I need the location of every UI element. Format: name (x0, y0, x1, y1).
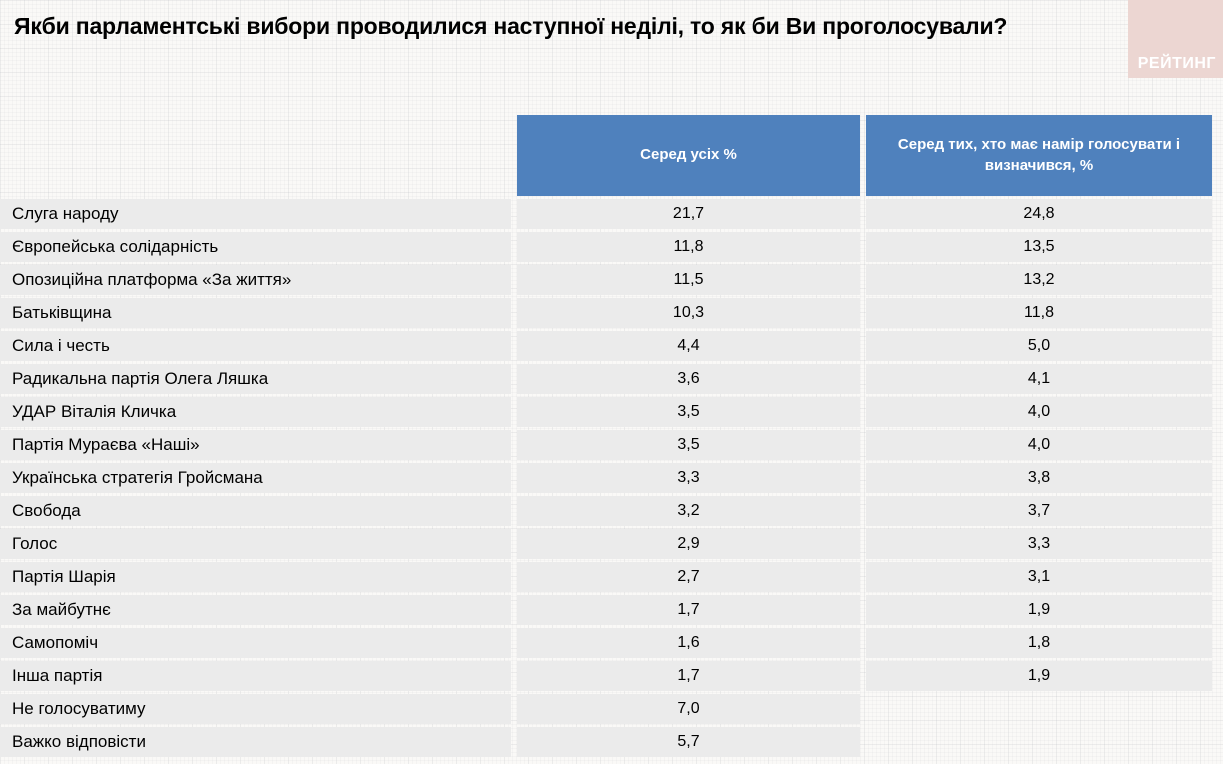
party-name-cell: Голос (0, 529, 511, 559)
page-title: Якби парламентські вибори проводилися на… (14, 13, 1008, 39)
value-all-cell: 1,6 (517, 628, 860, 658)
value-all-cell: 3,2 (517, 496, 860, 526)
value-all-cell: 1,7 (517, 595, 860, 625)
table-row: Інша партія 1,7 1,9 (0, 661, 1212, 691)
value-all-cell: 3,5 (517, 430, 860, 460)
table-row: Важко відповісти 5,7 (0, 727, 1212, 757)
value-all-cell: 3,5 (517, 397, 860, 427)
value-all-cell: 3,6 (517, 364, 860, 394)
table-row: Самопоміч 1,6 1,8 (0, 628, 1212, 658)
value-all-cell: 4,4 (517, 331, 860, 361)
party-name-cell: Партія Мураєва «Наші» (0, 430, 511, 460)
value-decided-cell: 1,8 (866, 628, 1212, 658)
rating-logo-text: РЕЙТИНГ (1137, 55, 1216, 72)
table-row: Українська стратегія Гройсмана 3,3 3,8 (0, 463, 1212, 493)
party-name-cell: Самопоміч (0, 628, 511, 658)
value-decided-cell: 13,2 (866, 265, 1212, 295)
party-name-cell: Інша партія (0, 661, 511, 691)
value-decided-cell: 3,7 (866, 496, 1212, 526)
table-row: За майбутнє 1,7 1,9 (0, 595, 1212, 625)
value-decided-cell: 24,8 (866, 199, 1212, 229)
value-decided-cell (866, 694, 1212, 724)
party-name-cell: За майбутнє (0, 595, 511, 625)
value-decided-cell: 4,0 (866, 397, 1212, 427)
column-header-among-decided: Серед тих, хто має намір голосувати і ви… (866, 115, 1212, 196)
value-decided-cell: 1,9 (866, 661, 1212, 691)
value-decided-cell: 3,3 (866, 529, 1212, 559)
table-row: Опозиційна платформа «За життя» 11,5 13,… (0, 265, 1212, 295)
table-row: Не голосуватиму 7,0 (0, 694, 1212, 724)
table-row: Батьківщина 10,3 11,8 (0, 298, 1212, 328)
value-decided-cell: 3,8 (866, 463, 1212, 493)
value-all-cell: 21,7 (517, 199, 860, 229)
value-decided-cell: 1,9 (866, 595, 1212, 625)
table-row: Слуга народу 21,7 24,8 (0, 199, 1212, 229)
party-name-cell: Європейська солідарність (0, 232, 511, 262)
value-all-cell: 3,3 (517, 463, 860, 493)
party-name-cell: Партія Шарія (0, 562, 511, 592)
value-decided-cell: 11,8 (866, 298, 1212, 328)
table-row: Партія Шарія 2,7 3,1 (0, 562, 1212, 592)
value-all-cell: 1,7 (517, 661, 860, 691)
party-name-cell: Батьківщина (0, 298, 511, 328)
party-name-cell: Опозиційна платформа «За життя» (0, 265, 511, 295)
column-header-among-all: Серед усіх % (517, 115, 860, 196)
value-all-cell: 2,9 (517, 529, 860, 559)
value-all-cell: 11,8 (517, 232, 860, 262)
table-row: Європейська солідарність 11,8 13,5 (0, 232, 1212, 262)
party-name-cell: Сила і честь (0, 331, 511, 361)
value-decided-cell: 4,1 (866, 364, 1212, 394)
table-row: Свобода 3,2 3,7 (0, 496, 1212, 526)
party-name-cell: УДАР Віталія Кличка (0, 397, 511, 427)
rating-logo: РЕЙТИНГ (1128, 0, 1223, 78)
value-decided-cell: 13,5 (866, 232, 1212, 262)
value-decided-cell (866, 727, 1212, 757)
value-all-cell: 2,7 (517, 562, 860, 592)
party-name-cell: Важко відповісти (0, 727, 511, 757)
value-all-cell: 5,7 (517, 727, 860, 757)
party-name-cell: Радикальна партія Олега Ляшка (0, 364, 511, 394)
table-row: Партія Мураєва «Наші» 3,5 4,0 (0, 430, 1212, 460)
value-decided-cell: 5,0 (866, 331, 1212, 361)
value-decided-cell: 3,1 (866, 562, 1212, 592)
table-rows: Слуга народу 21,7 24,8 Європейська солід… (0, 199, 1212, 757)
poll-results-table: Серед усіх % Серед тих, хто має намір го… (0, 115, 1212, 760)
party-name-cell: Слуга народу (0, 199, 511, 229)
value-all-cell: 7,0 (517, 694, 860, 724)
value-all-cell: 11,5 (517, 265, 860, 295)
party-column-header (0, 115, 511, 196)
table-row: Сила і честь 4,4 5,0 (0, 331, 1212, 361)
party-name-cell: Не голосуватиму (0, 694, 511, 724)
value-decided-cell: 4,0 (866, 430, 1212, 460)
value-all-cell: 10,3 (517, 298, 860, 328)
party-name-cell: Українська стратегія Гройсмана (0, 463, 511, 493)
party-name-cell: Свобода (0, 496, 511, 526)
table-row: Голос 2,9 3,3 (0, 529, 1212, 559)
table-header-row: Серед усіх % Серед тих, хто має намір го… (0, 115, 1212, 196)
table-row: УДАР Віталія Кличка 3,5 4,0 (0, 397, 1212, 427)
table-row: Радикальна партія Олега Ляшка 3,6 4,1 (0, 364, 1212, 394)
